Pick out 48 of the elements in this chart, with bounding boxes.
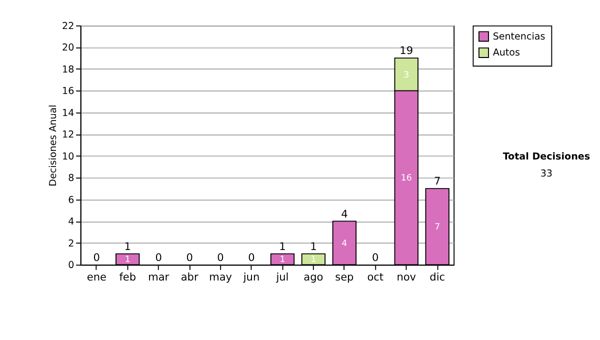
total-label: 19 — [400, 45, 414, 58]
legend-label: Sentencias — [492, 31, 546, 42]
data-label: 1 — [310, 255, 316, 266]
y-tick-label: 8 — [68, 173, 74, 184]
data-label: 7 — [434, 222, 440, 232]
y-tick-label: 6 — [68, 194, 74, 206]
text: 33 — [540, 168, 552, 180]
x-tick-label: oct — [367, 271, 384, 284]
x-tick-label: feb — [119, 271, 136, 284]
x-tick-label: jul — [275, 271, 289, 284]
data-label: 1 — [124, 255, 130, 266]
total-label: 1 — [279, 240, 286, 253]
y-tick-label: 12 — [62, 130, 74, 141]
total-label: 0 — [155, 252, 162, 264]
data-label: 16 — [400, 174, 412, 184]
x-tick-label: mar — [148, 271, 170, 284]
y-tick-label: 22 — [62, 20, 74, 32]
y-axis-title: Decisiones Anual — [48, 104, 60, 186]
text: Total Decisiones — [502, 151, 590, 162]
total-label: 4 — [341, 208, 348, 220]
total-label: 0 — [93, 252, 100, 264]
y-tick-label: 0 — [68, 260, 74, 272]
total-label: 0 — [217, 252, 224, 264]
y-tick-label: 10 — [62, 151, 74, 162]
x-tick-label: may — [209, 271, 232, 284]
x-tick-label: dic — [430, 271, 446, 284]
total-label: 0 — [186, 252, 193, 264]
x-tick-label: nov — [396, 271, 416, 284]
total-label: 0 — [372, 252, 379, 264]
total-label: 1 — [124, 240, 131, 253]
total-label: 1 — [310, 240, 317, 253]
total-label: 0 — [248, 252, 255, 264]
y-tick-label: 4 — [68, 216, 74, 228]
total-label: 7 — [434, 176, 441, 188]
legend-label: Autos — [492, 48, 520, 59]
data-label: 3 — [404, 70, 410, 80]
x-tick-label: jun — [242, 271, 260, 284]
y-tick-label: 14 — [62, 108, 74, 119]
data-label: 1 — [280, 255, 286, 266]
y-tick-label: 18 — [62, 64, 74, 76]
x-tick-label: ene — [86, 271, 106, 284]
y-tick-label: 20 — [62, 42, 74, 54]
data-label: 4 — [342, 238, 348, 249]
y-tick-label: 2 — [68, 238, 74, 250]
y-tick-label: 16 — [62, 86, 74, 98]
x-tick-label: abr — [180, 271, 199, 284]
x-tick-label: ago — [304, 271, 324, 284]
x-tick-label: sep — [335, 271, 354, 284]
